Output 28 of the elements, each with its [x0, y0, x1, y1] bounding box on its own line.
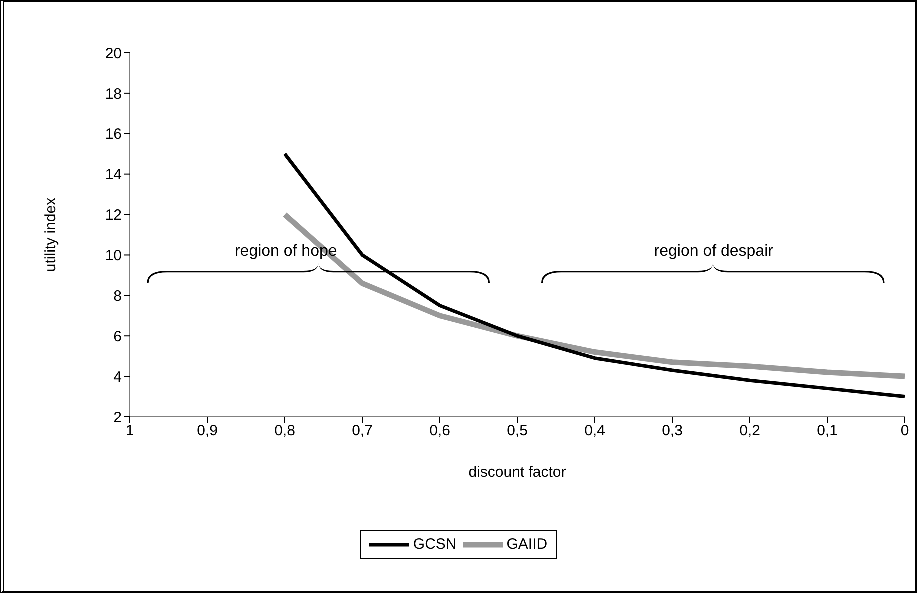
y-tick-label: 18: [105, 86, 122, 103]
x-tick-label: 1: [126, 422, 134, 440]
legend-label: GCSN: [412, 536, 457, 553]
x-tick-label: 0,6: [430, 422, 450, 440]
legend-label: GAIID: [506, 536, 548, 553]
y-tick-label: 8: [114, 288, 122, 305]
x-axis-title: discount factor: [468, 464, 566, 481]
y-axis-title: utility index: [42, 197, 60, 272]
x-tick-label: 0,8: [274, 422, 296, 440]
y-tick-label: 4: [114, 368, 122, 386]
x-tick-label: 0,9: [197, 422, 218, 440]
y-tick-label: 20: [105, 45, 122, 62]
x-tick-label: 0,7: [352, 422, 373, 440]
x-tick-label: 0,2: [740, 422, 760, 440]
y-tick-label: 12: [105, 207, 122, 224]
x-tick-label: 0,4: [584, 422, 606, 440]
annotation: region of hope: [234, 243, 338, 260]
y-tick-label: 10: [105, 248, 122, 265]
line-series: [283, 152, 907, 399]
y-tick-label: 16: [105, 126, 122, 144]
annotation: region of despair: [654, 243, 774, 260]
x-tick-label: 0,5: [507, 422, 528, 440]
y-tick-label: 14: [105, 166, 122, 184]
x-tick-label: 0,3: [662, 422, 683, 440]
y-tick-label: 2: [114, 409, 122, 426]
x-tick-label: 0,1: [817, 422, 838, 440]
y-tick-label: 6: [114, 328, 122, 346]
x-tick-label: 0: [900, 422, 910, 440]
